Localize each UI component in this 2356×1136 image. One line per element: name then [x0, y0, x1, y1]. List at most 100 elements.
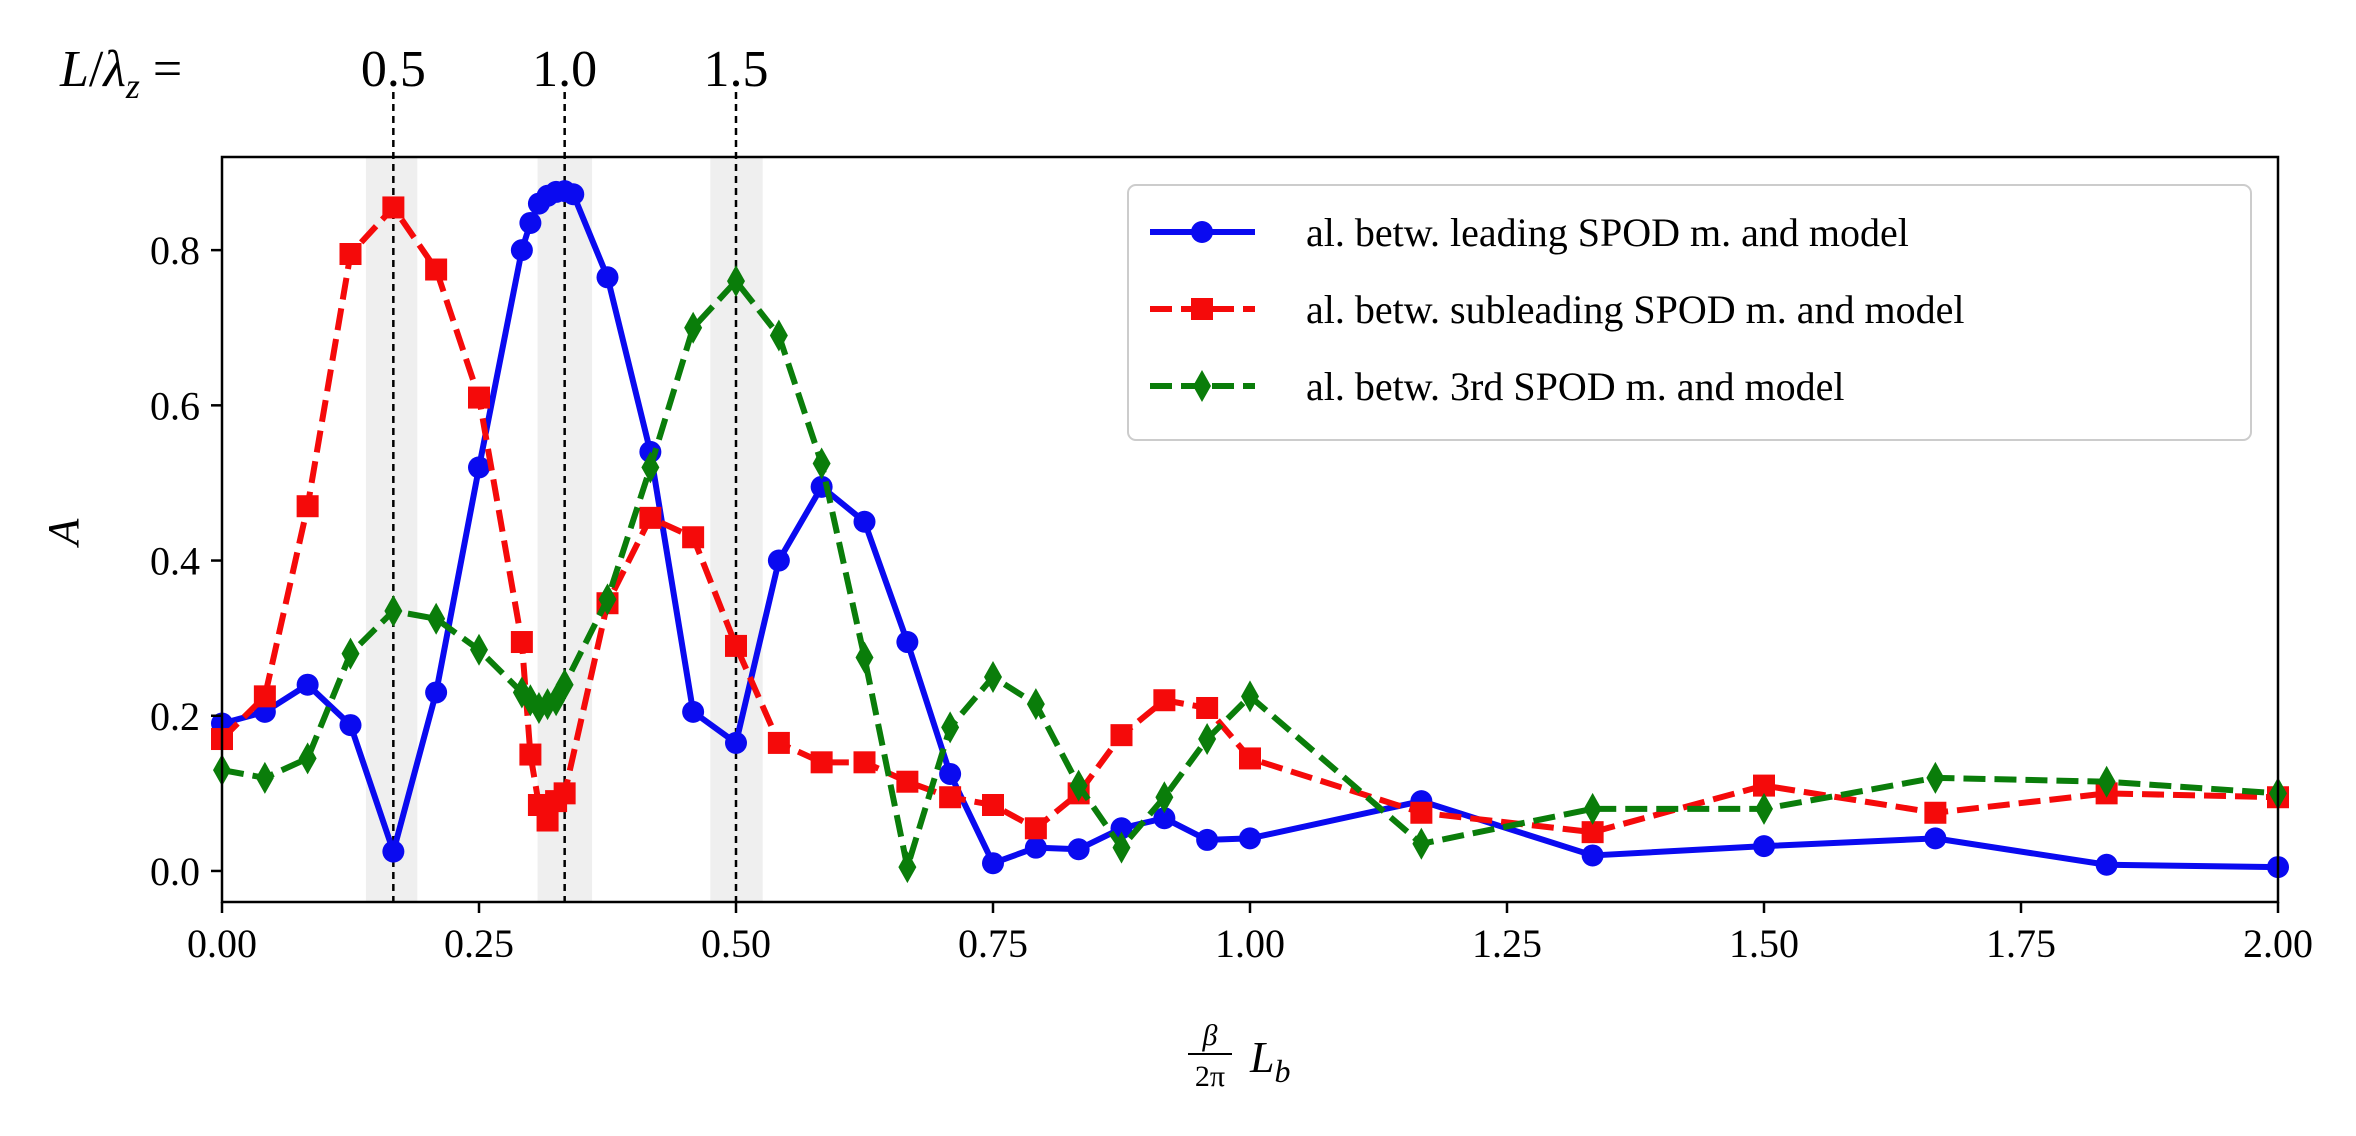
series-0-point-31: [1581, 844, 1604, 867]
series-1-point-25: [1110, 724, 1133, 747]
series-2-point-29: [1412, 827, 1431, 860]
x-tick-label-7: 1.75: [1986, 921, 2056, 966]
series-2: [213, 265, 2287, 884]
x-tick-label-5: 1.25: [1472, 921, 1542, 966]
series-1-point-10: [536, 809, 559, 832]
top-prefix-eq: =: [140, 41, 182, 98]
series-0-point-14: [596, 266, 619, 289]
series-2-point-25: [1112, 831, 1131, 864]
series-1-point-4: [382, 196, 405, 219]
series-2-point-31: [1755, 792, 1773, 825]
top-axis-prefix: L/λz =: [59, 41, 182, 106]
axis-ticks: 0.00 0.25 0.50 0.75 1.00 1.25 1.50 1.75 2.00 0.0 0…: [150, 228, 2313, 966]
legend: al. betw. leading SPOD m. and model al. b…: [1127, 184, 2252, 441]
y-tick-label-3: 0.6: [150, 383, 200, 428]
series-0-point-4: [382, 840, 405, 863]
series-2-point-14: [641, 451, 660, 484]
series-0-point-27: [1153, 807, 1176, 830]
top-prefix-L: L: [59, 41, 89, 98]
y-tick-label-4: 0.8: [150, 228, 200, 273]
series-2-point-1: [255, 761, 274, 794]
top-axis-guide-lines: 0.5 1.0 1.5: [361, 41, 769, 902]
series-0-point-17: [725, 731, 747, 754]
series-0-point-32: [1753, 835, 1775, 858]
x-tick-label-2: 0.50: [701, 921, 771, 966]
y-tick-label-2: 0.4: [150, 539, 200, 584]
x-axis-label: β 2π Lb: [1188, 1019, 1290, 1093]
y-axis-label: A: [39, 517, 88, 548]
series-1-point-27: [1196, 696, 1219, 719]
series-0-point-24: [1024, 836, 1047, 859]
series-2-point-22: [984, 660, 1002, 693]
legend-marker-0: [1191, 221, 1213, 243]
series-1-point-23: [1024, 817, 1047, 840]
series-2-point-20: [898, 851, 917, 884]
top-prefix-sub: z: [125, 66, 140, 106]
legend-box: [1127, 184, 2252, 441]
series-2-point-19: [855, 641, 874, 674]
series-0-point-22: [939, 762, 962, 785]
series-2-point-24: [1069, 769, 1088, 802]
series-line-0: [221, 188, 2279, 871]
series-1-point-31: [1753, 774, 1775, 797]
series-1-point-17: [767, 731, 790, 754]
series-1-point-32: [1924, 801, 1947, 824]
series-2-point-33: [2097, 765, 2116, 798]
series-0-point-6: [468, 456, 490, 479]
x-tick-label-3: 0.75: [958, 921, 1028, 966]
series-0-point-18: [767, 549, 790, 572]
top-axis-label-0: 0.5: [361, 41, 426, 98]
series-0: [211, 180, 2289, 879]
series-2-point-26: [1155, 781, 1174, 814]
series-2-point-2: [298, 742, 317, 775]
series-1-point-16: [725, 634, 747, 657]
series-1-point-5: [425, 258, 448, 281]
series-0-point-25: [1067, 838, 1090, 861]
series-1-point-28: [1239, 747, 1261, 770]
x-label-frac-num: β: [1202, 1019, 1218, 1052]
series-1-point-12: [553, 782, 576, 805]
series-0-point-23: [982, 852, 1004, 875]
series-2-point-13: [598, 583, 617, 616]
series-2-point-5: [427, 602, 446, 635]
top-axis-label-2: 1.5: [704, 41, 769, 98]
series-0-point-28: [1196, 828, 1219, 851]
series-2-point-27: [1198, 723, 1217, 756]
series-1-point-2: [296, 495, 319, 518]
x-tick-label-1: 0.25: [444, 921, 514, 966]
series-2-point-30: [1583, 792, 1602, 825]
series-0-point-16: [682, 700, 705, 723]
series-group: [211, 180, 2289, 884]
series-0-point-2: [296, 673, 319, 696]
series-1-point-29: [1410, 801, 1433, 824]
series-0-point-33: [1924, 827, 1947, 850]
series-1-point-20: [896, 770, 919, 793]
series-1-point-8: [519, 743, 542, 766]
x-label-var: Lb: [1249, 1033, 1290, 1089]
series-1-point-19: [853, 751, 876, 774]
series-1-point-26: [1153, 689, 1176, 712]
series-0-point-21: [896, 631, 919, 654]
y-tick-label-1: 0.2: [150, 694, 200, 739]
series-1-point-15: [682, 526, 705, 549]
series-2-point-15: [684, 311, 703, 344]
x-label-frac-den: 2π: [1195, 1060, 1225, 1093]
legend-label-0: al. betw. leading SPOD m. and model: [1306, 210, 1909, 255]
series-0-point-7: [510, 239, 533, 262]
series-2-point-3: [341, 637, 360, 670]
series-2-point-12: [555, 668, 574, 701]
series-0-point-8: [519, 211, 542, 234]
series-2-point-18: [812, 447, 831, 480]
series-1-point-30: [1581, 821, 1604, 844]
x-tick-label-8: 2.00: [2243, 921, 2313, 966]
series-1-point-18: [810, 751, 833, 774]
top-prefix-slash: /: [89, 41, 104, 98]
series-2-point-32: [1926, 761, 1945, 794]
shaded-band-0: [365, 157, 418, 902]
legend-marker-2: [1193, 370, 1211, 402]
top-axis-label-1: 1.0: [532, 41, 597, 98]
series-0-point-13: [562, 183, 585, 206]
x-tick-label-0: 0.00: [187, 921, 257, 966]
x-tick-label-4: 1.00: [1215, 921, 1285, 966]
